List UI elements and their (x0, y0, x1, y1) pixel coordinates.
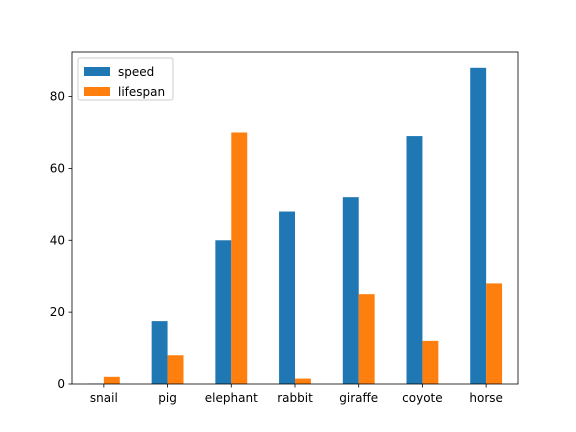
bar-lifespan-giraffe (358, 294, 375, 384)
x-tick-label-horse: horse (469, 391, 503, 405)
y-tick-label-0: 0 (57, 377, 65, 391)
legend-label-lifespan: lifespan (118, 85, 165, 99)
bar-lifespan-snail (103, 376, 120, 384)
x-tick-label-rabbit: rabbit (277, 391, 313, 405)
bars-group (87, 67, 503, 384)
y-tick-label-60: 60 (50, 161, 65, 175)
legend-swatch-lifespan (84, 87, 110, 96)
x-tick-label-elephant: elephant (205, 391, 258, 405)
x-tick-label-giraffe: giraffe (339, 391, 378, 405)
plot-frame (71, 51, 519, 385)
y-tick-label-40: 40 (50, 233, 65, 247)
legend-swatch-speed (84, 67, 110, 76)
y-tick-label-20: 20 (50, 305, 65, 319)
bar-lifespan-elephant (231, 132, 248, 384)
bar-speed-elephant (215, 240, 232, 384)
bar-lifespan-rabbit (295, 378, 311, 384)
bar-speed-horse (470, 67, 487, 384)
legend-label-speed: speed (118, 65, 154, 79)
y-tick-label-80: 80 (50, 90, 65, 104)
bar-speed-rabbit (279, 211, 295, 384)
x-tick-label-coyote: coyote (402, 391, 442, 405)
bar-lifespan-horse (486, 283, 503, 384)
bar-lifespan-coyote (422, 340, 439, 384)
bar-speed-coyote (406, 136, 423, 384)
bar-lifespan-pig (167, 355, 184, 384)
x-axis-ticks: snail pig elephant rabbit giraffe coyote horse (90, 384, 503, 405)
bar-speed-pig (151, 321, 168, 384)
x-tick-label-snail: snail (90, 391, 118, 405)
x-tick-label-pig: pig (158, 391, 177, 405)
legend: speed lifespan (77, 57, 174, 101)
bar-speed-giraffe (342, 197, 359, 384)
y-axis-ticks: 0 20 40 60 80 (50, 90, 72, 391)
